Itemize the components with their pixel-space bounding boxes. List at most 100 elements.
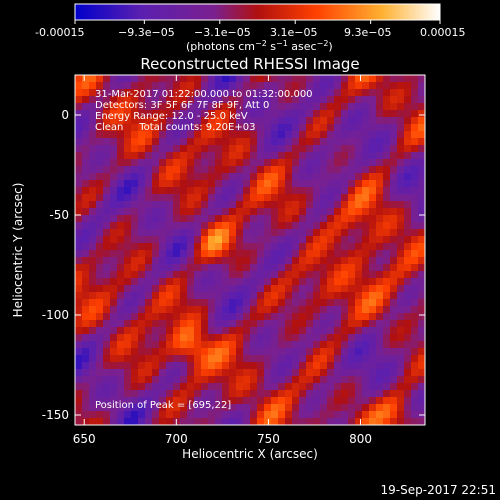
- heatmap-cell: [271, 320, 279, 328]
- heatmap-cell: [411, 215, 419, 223]
- heatmap-cell: [306, 411, 314, 419]
- heatmap-cell: [89, 334, 97, 342]
- heatmap-cell: [173, 383, 181, 391]
- heatmap-cell: [103, 278, 111, 286]
- heatmap-cell: [180, 334, 188, 342]
- heatmap-cell: [404, 180, 412, 188]
- heatmap-cell: [306, 215, 314, 223]
- heatmap-cell: [348, 334, 356, 342]
- heatmap-cell: [257, 152, 265, 160]
- heatmap-cell: [222, 152, 230, 160]
- heatmap-cell: [348, 89, 356, 97]
- heatmap-cell: [243, 383, 251, 391]
- heatmap-cell: [173, 110, 181, 118]
- heatmap-cell: [96, 278, 104, 286]
- heatmap-cell: [257, 215, 265, 223]
- heatmap-cell: [110, 313, 118, 321]
- heatmap-cell: [334, 103, 342, 111]
- heatmap-cell: [229, 131, 237, 139]
- heatmap-cell: [103, 257, 111, 265]
- heatmap-cell: [411, 103, 419, 111]
- heatmap-cell: [82, 89, 90, 97]
- heatmap-cell: [75, 117, 83, 125]
- heatmap-cell: [82, 376, 90, 384]
- heatmap-cell: [390, 117, 398, 125]
- heatmap-cell: [383, 236, 391, 244]
- heatmap-cell: [103, 411, 111, 419]
- heatmap-cell: [89, 257, 97, 265]
- heatmap-cell: [103, 180, 111, 188]
- heatmap-cell: [201, 285, 209, 293]
- heatmap-cell: [187, 341, 195, 349]
- heatmap-cell: [320, 103, 328, 111]
- heatmap-cell: [243, 327, 251, 335]
- heatmap-cell: [166, 278, 174, 286]
- heatmap-cell: [180, 110, 188, 118]
- heatmap-cell: [250, 334, 258, 342]
- heatmap-cell: [383, 334, 391, 342]
- heatmap-cell: [152, 285, 160, 293]
- heatmap-cell: [201, 313, 209, 321]
- heatmap-cell: [222, 306, 230, 314]
- heatmap-cell: [362, 278, 370, 286]
- heatmap-cell: [348, 250, 356, 258]
- heatmap-cell: [285, 236, 293, 244]
- chart-title: Reconstructed RHESSI Image: [140, 55, 359, 73]
- heatmap-cell: [285, 82, 293, 90]
- heatmap-cell: [152, 96, 160, 104]
- heatmap-cell: [110, 187, 118, 195]
- heatmap-cell: [362, 250, 370, 258]
- heatmap-cell: [355, 348, 363, 356]
- heatmap-cell: [334, 376, 342, 384]
- heatmap-cell: [103, 313, 111, 321]
- heatmap-cell: [383, 264, 391, 272]
- heatmap-cell: [166, 327, 174, 335]
- heatmap-cell: [110, 208, 118, 216]
- heatmap-cell: [110, 404, 118, 412]
- heatmap-cell: [348, 82, 356, 90]
- heatmap-cell: [397, 180, 405, 188]
- heatmap-cell: [236, 376, 244, 384]
- heatmap-cell: [215, 236, 223, 244]
- heatmap-cell: [82, 397, 90, 405]
- heatmap-cell: [131, 411, 139, 419]
- heatmap-cell: [222, 362, 230, 370]
- heatmap-cell: [75, 292, 83, 300]
- heatmap-cell: [173, 334, 181, 342]
- heatmap-cell: [271, 404, 279, 412]
- heatmap-cell: [334, 327, 342, 335]
- heatmap-cell: [334, 75, 342, 83]
- heatmap-cell: [355, 173, 363, 181]
- heatmap-cell: [334, 89, 342, 97]
- heatmap-cell: [187, 187, 195, 195]
- heatmap-cell: [110, 348, 118, 356]
- heatmap-cell: [362, 152, 370, 160]
- heatmap-cell: [152, 138, 160, 146]
- heatmap-cell: [201, 418, 209, 425]
- heatmap-cell: [187, 215, 195, 223]
- heatmap-cell: [222, 236, 230, 244]
- heatmap-cell: [376, 404, 384, 412]
- heatmap-cell: [404, 278, 412, 286]
- heatmap-cell: [82, 187, 90, 195]
- heatmap-cell: [75, 152, 83, 160]
- heatmap-cell: [166, 201, 174, 209]
- heatmap-cell: [110, 124, 118, 132]
- heatmap-cell: [117, 369, 125, 377]
- heatmap-cell: [306, 138, 314, 146]
- heatmap-cell: [390, 299, 398, 307]
- heatmap-cell: [348, 299, 356, 307]
- heatmap-cell: [82, 124, 90, 132]
- heatmap-cell: [383, 117, 391, 125]
- heatmap-cell: [166, 306, 174, 314]
- heatmap-cell: [103, 397, 111, 405]
- heatmap-cell: [369, 320, 377, 328]
- heatmap-cell: [376, 180, 384, 188]
- heatmap-cell: [145, 264, 153, 272]
- heatmap-cell: [341, 250, 349, 258]
- peak-position-label: Position of Peak = [695,22]: [95, 400, 231, 411]
- heatmap-cell: [306, 278, 314, 286]
- heatmap-cell: [131, 208, 139, 216]
- heatmap-cell: [166, 320, 174, 328]
- heatmap-cell: [292, 397, 300, 405]
